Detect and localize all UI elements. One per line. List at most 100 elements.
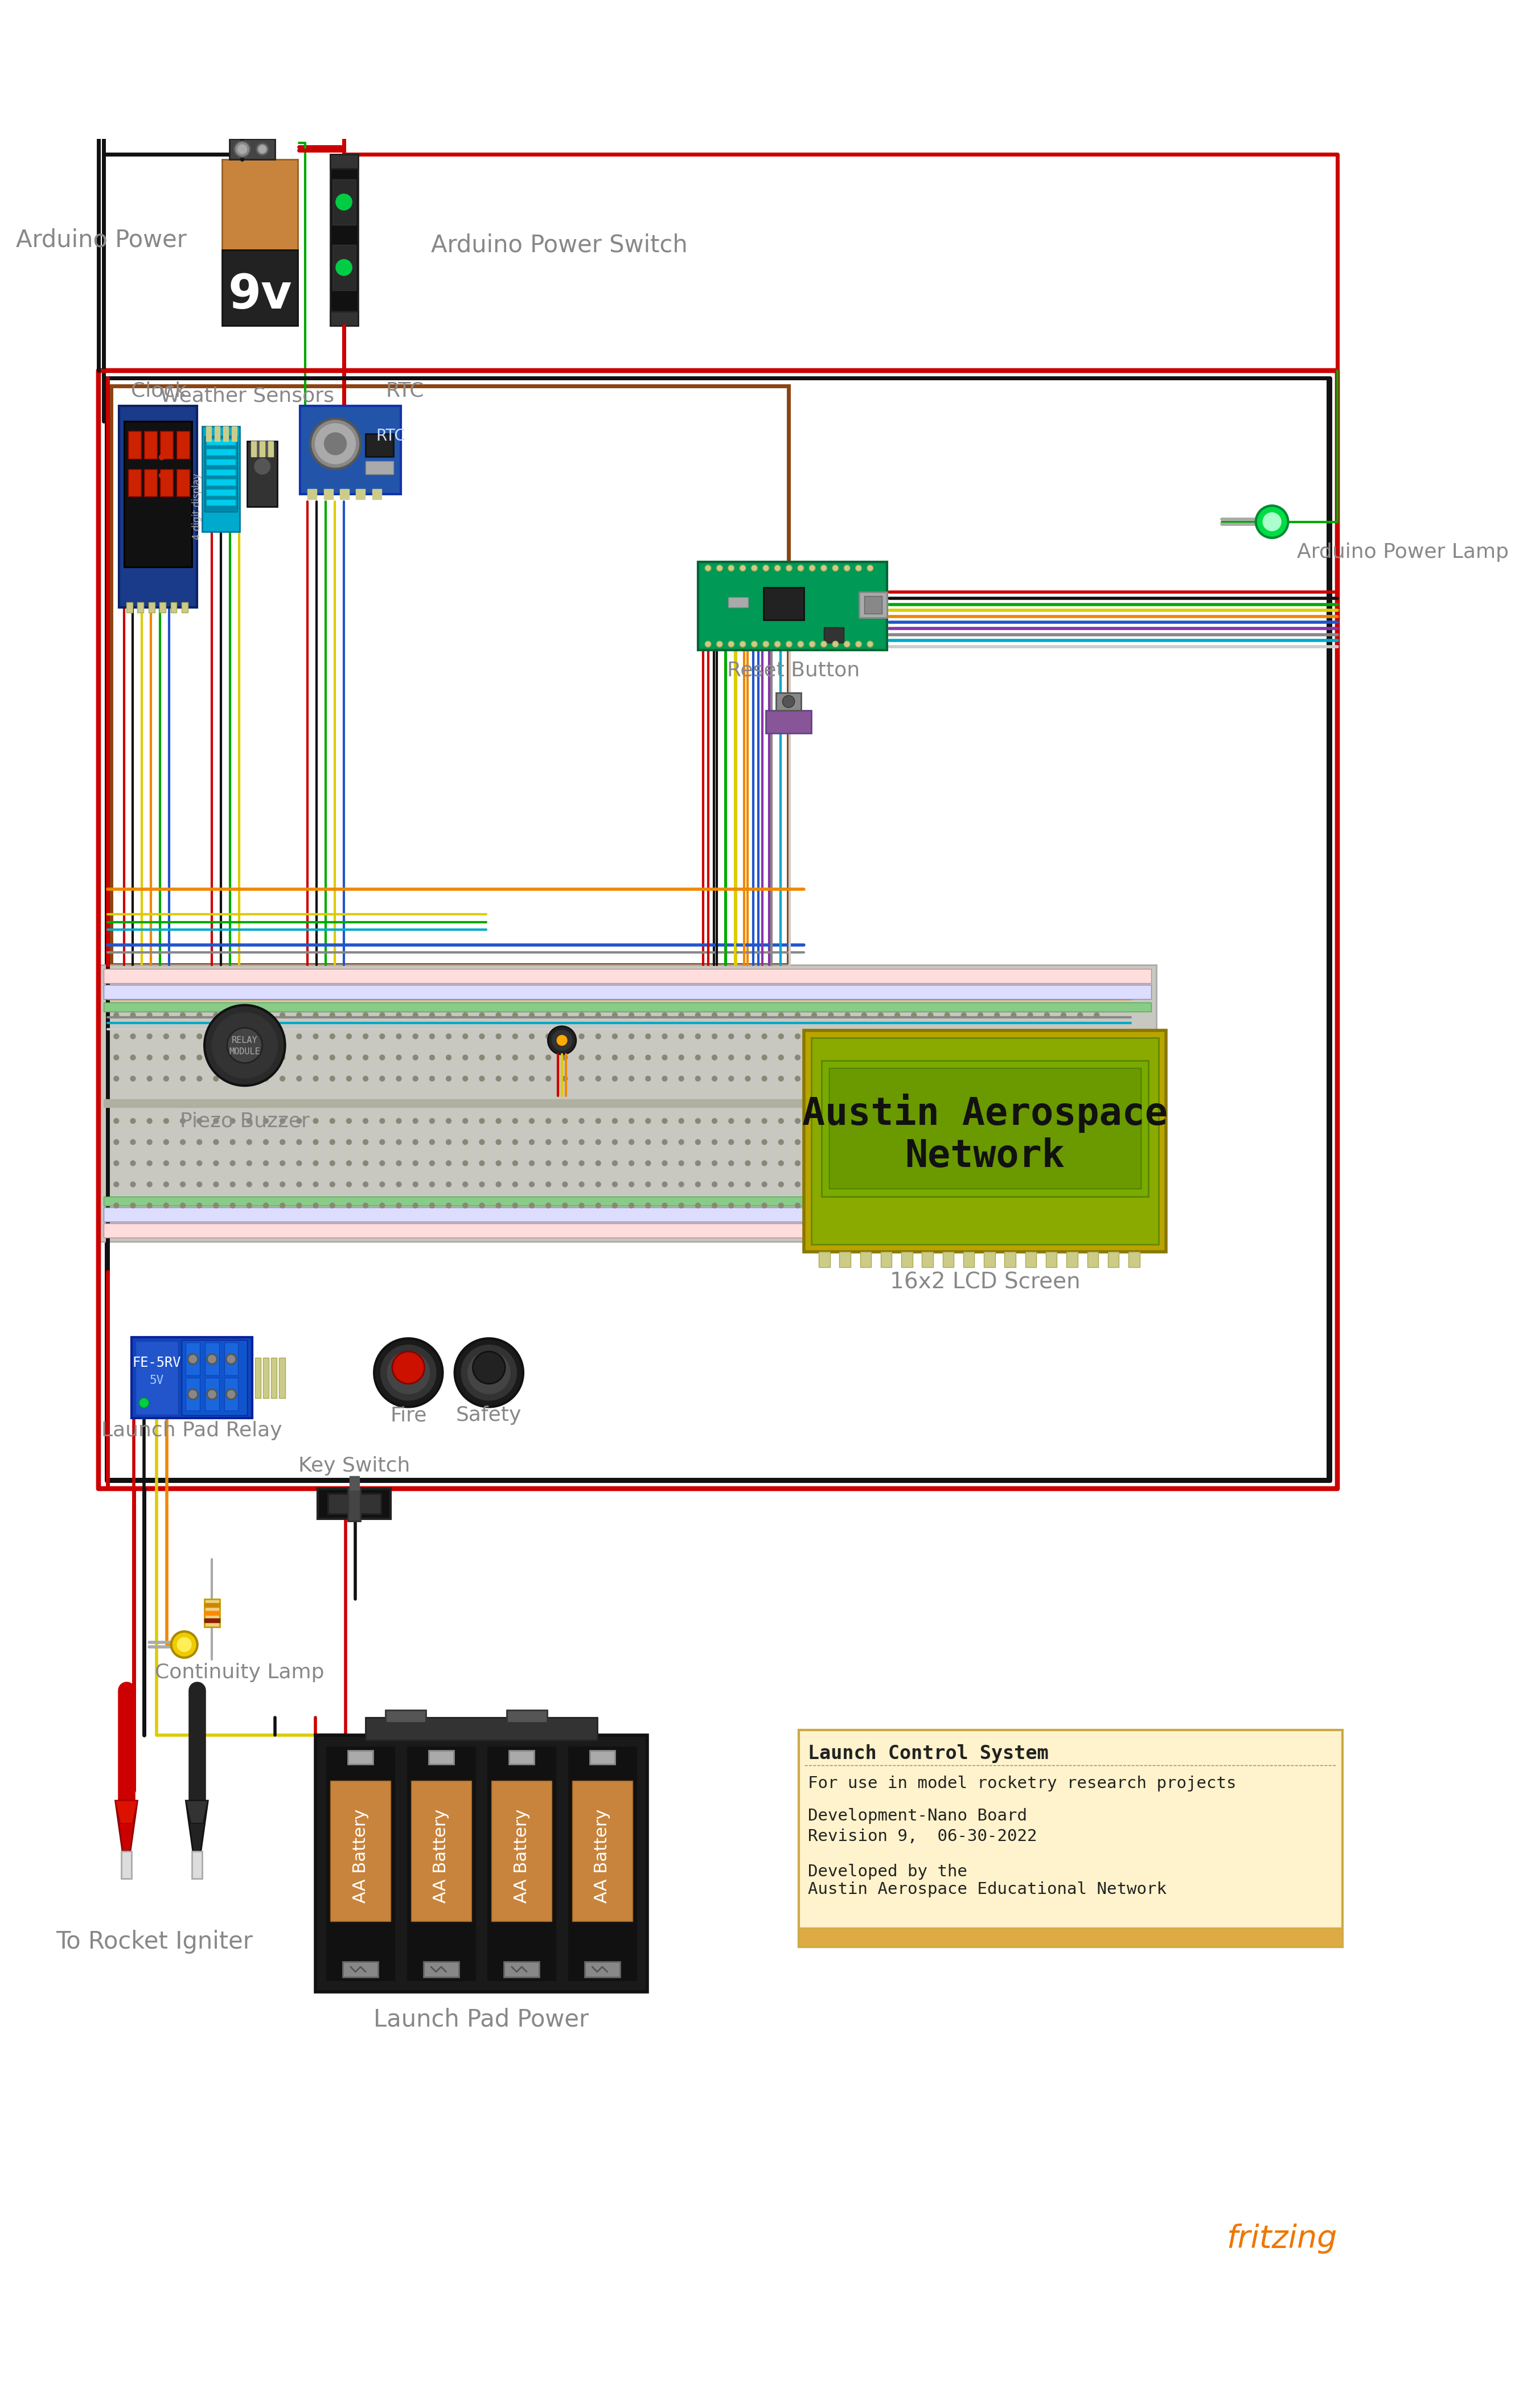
Circle shape xyxy=(1044,1033,1050,1038)
Circle shape xyxy=(795,1182,800,1187)
Bar xyxy=(268,441,273,455)
Circle shape xyxy=(259,144,265,152)
Circle shape xyxy=(545,1139,551,1144)
Circle shape xyxy=(197,1204,201,1209)
Circle shape xyxy=(662,1204,667,1209)
Bar xyxy=(186,1344,200,1375)
Circle shape xyxy=(945,1055,950,1060)
Circle shape xyxy=(545,1014,551,1019)
Circle shape xyxy=(929,1033,933,1038)
Text: Reset Button: Reset Button xyxy=(727,660,861,679)
Bar xyxy=(589,1751,615,1765)
Circle shape xyxy=(879,1139,883,1144)
Circle shape xyxy=(230,1117,235,1125)
Circle shape xyxy=(645,1161,650,1165)
Circle shape xyxy=(512,1014,518,1019)
Circle shape xyxy=(280,1139,285,1144)
Circle shape xyxy=(512,1076,518,1081)
Circle shape xyxy=(495,1033,501,1038)
Text: Arduino Power Switch: Arduino Power Switch xyxy=(432,234,688,258)
Circle shape xyxy=(197,1033,201,1038)
Circle shape xyxy=(164,1033,168,1038)
Circle shape xyxy=(330,1117,335,1125)
Bar xyxy=(148,602,155,612)
Circle shape xyxy=(829,1161,833,1165)
Circle shape xyxy=(1044,1161,1050,1165)
Text: RELAY: RELAY xyxy=(232,1035,258,1045)
Circle shape xyxy=(364,1117,368,1125)
Bar xyxy=(127,431,141,460)
Bar xyxy=(205,1344,220,1375)
Bar xyxy=(205,1618,220,1623)
Circle shape xyxy=(445,1139,451,1144)
Circle shape xyxy=(430,1182,435,1187)
Circle shape xyxy=(430,1014,435,1019)
Circle shape xyxy=(629,1076,633,1081)
Circle shape xyxy=(414,1117,418,1125)
Circle shape xyxy=(774,566,780,571)
Circle shape xyxy=(745,1139,750,1144)
Bar xyxy=(567,1746,638,1982)
Circle shape xyxy=(809,566,815,571)
Circle shape xyxy=(529,1204,535,1209)
Circle shape xyxy=(764,641,770,648)
Circle shape xyxy=(147,1161,152,1165)
Circle shape xyxy=(512,1117,518,1125)
Bar xyxy=(798,1731,1342,1946)
Circle shape xyxy=(845,1161,850,1165)
Circle shape xyxy=(795,1014,800,1019)
Text: Continuity Lamp: Continuity Lamp xyxy=(155,1662,324,1681)
Circle shape xyxy=(280,1033,285,1038)
Circle shape xyxy=(1044,1014,1050,1019)
Circle shape xyxy=(562,1055,568,1060)
Circle shape xyxy=(762,1161,767,1165)
Bar xyxy=(206,448,236,455)
Circle shape xyxy=(895,1204,900,1209)
Text: 4 digit display: 4 digit display xyxy=(192,474,201,539)
Circle shape xyxy=(962,1139,967,1144)
Circle shape xyxy=(147,1055,152,1060)
Circle shape xyxy=(164,1204,168,1209)
Bar xyxy=(923,1252,933,1267)
Circle shape xyxy=(1044,1055,1050,1060)
Circle shape xyxy=(374,1339,442,1406)
Circle shape xyxy=(1011,1055,1017,1060)
Circle shape xyxy=(612,1014,617,1019)
Bar xyxy=(264,1358,268,1399)
Bar xyxy=(764,588,803,619)
Circle shape xyxy=(495,1076,501,1081)
Circle shape xyxy=(529,1161,535,1165)
Circle shape xyxy=(347,1076,351,1081)
Circle shape xyxy=(862,1182,867,1187)
Circle shape xyxy=(895,1055,900,1060)
Circle shape xyxy=(612,1076,617,1081)
Circle shape xyxy=(330,1204,335,1209)
Circle shape xyxy=(629,1033,633,1038)
Circle shape xyxy=(1027,1014,1033,1019)
Circle shape xyxy=(795,1161,800,1165)
Circle shape xyxy=(612,1033,617,1038)
Circle shape xyxy=(994,1014,1000,1019)
Bar xyxy=(103,968,1151,982)
Circle shape xyxy=(264,1055,268,1060)
Circle shape xyxy=(280,1014,285,1019)
Circle shape xyxy=(180,1204,185,1209)
Circle shape xyxy=(130,1161,135,1165)
Circle shape xyxy=(629,1014,633,1019)
Circle shape xyxy=(130,1204,135,1209)
Circle shape xyxy=(247,1182,251,1187)
Circle shape xyxy=(280,1076,285,1081)
Circle shape xyxy=(1011,1161,1017,1165)
Polygon shape xyxy=(186,1801,208,1823)
Circle shape xyxy=(147,1139,152,1144)
Text: AA Battery: AA Battery xyxy=(353,1808,368,1902)
Circle shape xyxy=(495,1139,501,1144)
Bar xyxy=(506,1710,547,1722)
Circle shape xyxy=(762,1204,767,1209)
Circle shape xyxy=(595,1033,601,1038)
Circle shape xyxy=(912,1204,917,1209)
Circle shape xyxy=(280,1117,285,1125)
Circle shape xyxy=(812,1161,817,1165)
Circle shape xyxy=(862,1139,867,1144)
Circle shape xyxy=(945,1204,950,1209)
